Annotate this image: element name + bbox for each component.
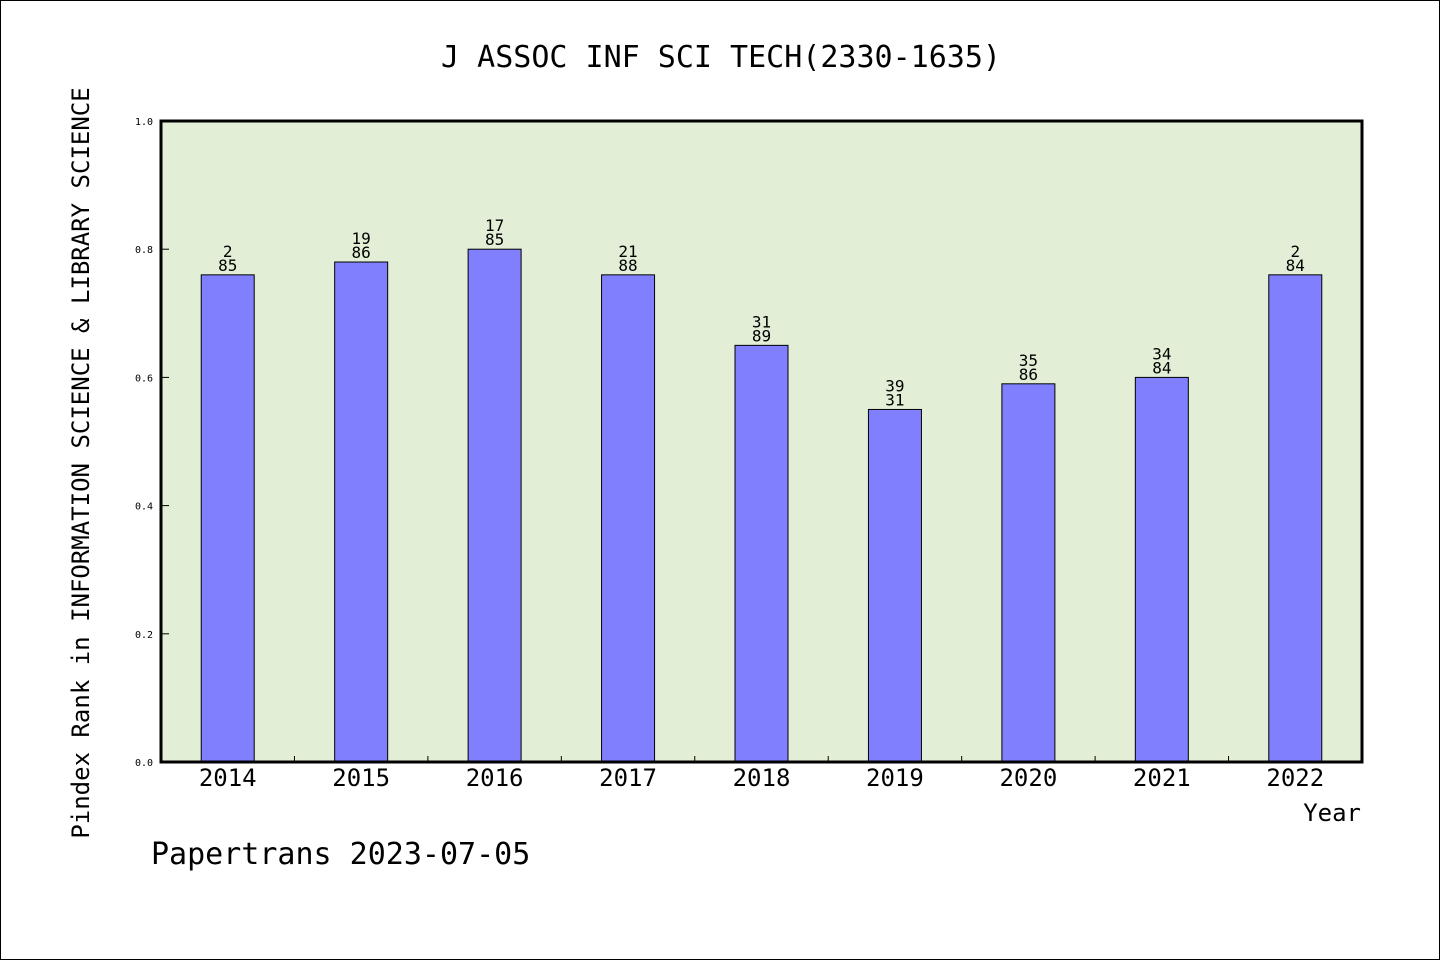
x-tick-label: 2015 [332, 764, 390, 792]
x-tick-label: 2020 [999, 764, 1057, 792]
y-axis-label: Pindex Rank in INFORMATION SCIENCE & LIB… [67, 87, 95, 838]
bar-2015 [334, 261, 389, 763]
y-tick-label: 0.4 [135, 502, 153, 513]
bar-data-label: 86 [352, 243, 371, 262]
bar-2020 [1001, 383, 1056, 763]
bar-data-label: 39 [885, 376, 904, 395]
x-tick-label: 2019 [866, 764, 924, 792]
x-axis: 2014 2015 2016 2017 2018 2019 2020 2021 2022 [199, 756, 1324, 792]
bar-data-label: 86 [1019, 365, 1038, 384]
bar-data-label: 88 [618, 256, 637, 275]
bar-2017 [601, 274, 656, 763]
bar-2016 [467, 248, 522, 763]
bar-data-label: 2 [1290, 242, 1300, 261]
x-tick-label: 2017 [599, 764, 657, 792]
y-tick-label: 0.6 [135, 373, 153, 384]
bar-data-label: 85 [485, 230, 504, 249]
bar-data-label: 17 [485, 216, 504, 235]
bar-data-label: 84 [1286, 256, 1305, 275]
plot-border [159, 119, 1364, 764]
bar-data-label: 21 [618, 242, 637, 261]
y-tick-label: 1.0 [135, 117, 153, 128]
y-tick-label: 0.0 [135, 758, 153, 769]
bar-data-label: 84 [1152, 358, 1171, 377]
bars-group [200, 248, 1323, 763]
x-tick-label: 2021 [1133, 764, 1191, 792]
x-axis-label: Year [1303, 799, 1361, 827]
bar-2019 [867, 408, 922, 763]
bar-data-label: 35 [1019, 351, 1038, 370]
footer-date-stamp: Papertrans 2023-07-05 [151, 837, 530, 872]
bar-data-label: 19 [352, 229, 371, 248]
x-tick-label: 2016 [466, 764, 524, 792]
bar-data-label: 2 [223, 242, 233, 261]
x-tick-label: 2022 [1266, 764, 1324, 792]
x-tick-label: 2018 [733, 764, 791, 792]
bar-2014 [200, 274, 255, 763]
bar-2022 [1268, 274, 1323, 763]
y-tick-label: 0.8 [135, 245, 153, 256]
bar-data-label: 34 [1152, 344, 1171, 363]
bar-data-label: 89 [752, 326, 771, 345]
bar-2018 [734, 344, 789, 763]
bar-data-label: 85 [218, 256, 237, 275]
chart-title: J ASSOC INF SCI TECH(2330-1635) [441, 40, 1001, 75]
bar-data-label: 31 [752, 312, 771, 331]
bar-2021 [1134, 376, 1189, 763]
y-tick-label: 0.2 [135, 630, 153, 641]
bar-data-label: 31 [885, 390, 904, 409]
x-tick-label: 2014 [199, 764, 257, 792]
